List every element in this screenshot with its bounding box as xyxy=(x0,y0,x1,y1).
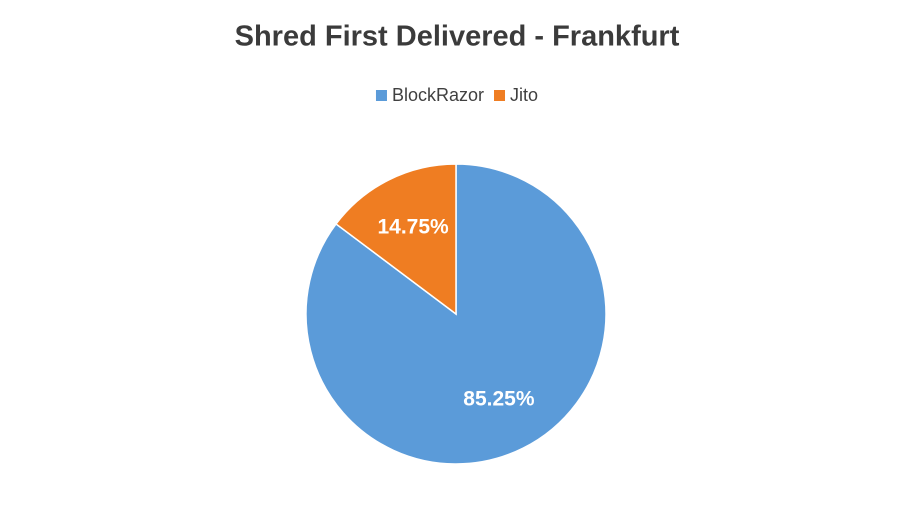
legend-label: BlockRazor xyxy=(392,85,484,105)
legend-swatch xyxy=(494,90,506,101)
value-label: 85.25% xyxy=(463,387,535,410)
value-label: 14.75% xyxy=(377,216,449,239)
pie-slice xyxy=(334,163,457,316)
legend-swatch xyxy=(375,90,387,101)
chart-title: Shred First Delivered - Frankfurt xyxy=(235,21,680,53)
pie: 85.25% 14.75% xyxy=(305,163,607,465)
legend: BlockRazor Jito xyxy=(375,85,538,105)
legend-label: Jito xyxy=(510,85,538,105)
